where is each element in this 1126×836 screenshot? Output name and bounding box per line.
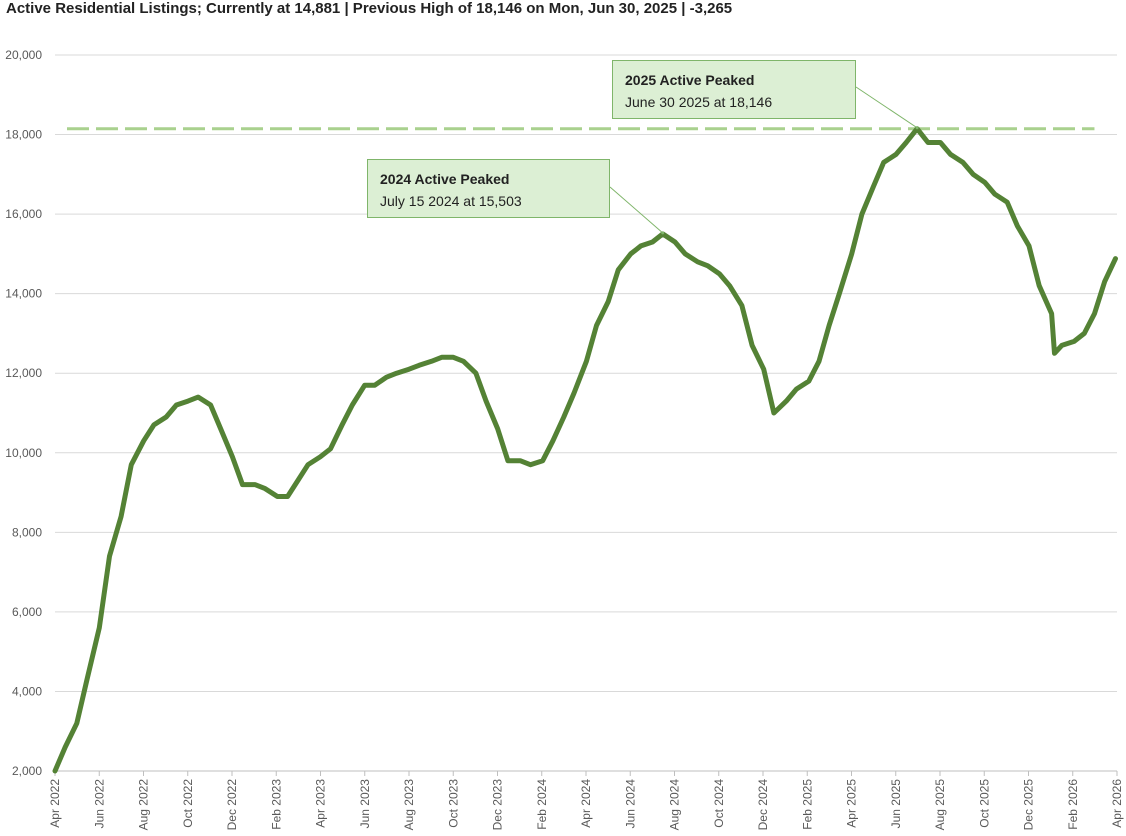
x-tick-label: Aug 2023 <box>402 779 416 831</box>
series-lines <box>52 126 1118 774</box>
annotation-point <box>661 231 665 235</box>
annotation-text: June 30 2025 at 18,146 <box>625 94 773 110</box>
x-tick-label: Dec 2022 <box>225 779 239 831</box>
x-tick-label: Feb 2026 <box>1066 779 1080 830</box>
y-tick-label: 16,000 <box>5 207 42 221</box>
y-tick-label: 4,000 <box>12 684 42 698</box>
x-tick-label: Feb 2024 <box>535 779 549 830</box>
annotation-leaders <box>609 86 919 235</box>
annotation-head: 2025 Active Peaked <box>625 72 755 88</box>
x-tick-label: Apr 2024 <box>579 779 593 828</box>
annotation-leader <box>609 186 664 234</box>
y-tick-label: 2,000 <box>12 764 42 778</box>
x-tick-label: Jun 2025 <box>889 779 903 829</box>
annotation-point <box>915 126 919 130</box>
annotation-2025-peak: 2025 Active Peaked June 30 2025 at 18,14… <box>612 60 856 119</box>
x-tick-label: Feb 2023 <box>269 779 283 830</box>
x-tick-label: Aug 2025 <box>933 779 947 831</box>
annotation-head: 2024 Active Peaked <box>380 171 510 187</box>
x-tick-label: Apr 2022 <box>48 779 62 828</box>
x-tick-label: Apr 2023 <box>314 779 328 828</box>
x-axis: Apr 2022 Jun 2022 Aug 2022 Oct 2022 Dec 2022… <box>48 771 1124 830</box>
x-tick-label: Dec 2023 <box>491 779 505 831</box>
y-tick-label: 18,000 <box>5 128 42 142</box>
x-tick-label: Dec 2024 <box>756 779 770 831</box>
series-line <box>52 126 1118 774</box>
x-tick-label: Aug 2022 <box>137 779 151 831</box>
x-tick-label: Dec 2025 <box>1022 779 1036 831</box>
y-tick-label: 8,000 <box>12 525 42 539</box>
x-tick-label: Oct 2024 <box>712 779 726 828</box>
x-tick-label: Apr 2026 <box>1110 779 1124 828</box>
annotation-text: July 15 2024 at 15,503 <box>380 193 522 209</box>
y-tick-label: 12,000 <box>5 366 42 380</box>
x-tick-label: Feb 2025 <box>800 779 814 830</box>
x-tick-label: Jun 2024 <box>623 779 637 829</box>
y-axis: 2,000 4,000 6,000 8,000 10,000 12,000 14,000 16… <box>5 48 42 778</box>
y-tick-label: 10,000 <box>5 446 42 460</box>
x-tick-label: Oct 2023 <box>446 779 460 828</box>
y-tick-label: 14,000 <box>5 287 42 301</box>
x-tick-label: Apr 2025 <box>845 779 859 828</box>
x-tick-label: Oct 2022 <box>181 779 195 828</box>
y-tick-label: 20,000 <box>5 48 42 62</box>
chart-title: Active Residential Listings; Currently a… <box>6 0 733 17</box>
x-tick-label: Jun 2023 <box>358 779 372 829</box>
y-tick-label: 6,000 <box>12 605 42 619</box>
x-tick-label: Oct 2025 <box>977 779 991 828</box>
x-tick-label: Jun 2022 <box>92 779 106 829</box>
annotation-2024-peak: 2024 Active Peaked July 15 2024 at 15,50… <box>367 159 610 218</box>
annotation-leader <box>855 86 918 129</box>
x-tick-label: Aug 2024 <box>668 779 682 831</box>
